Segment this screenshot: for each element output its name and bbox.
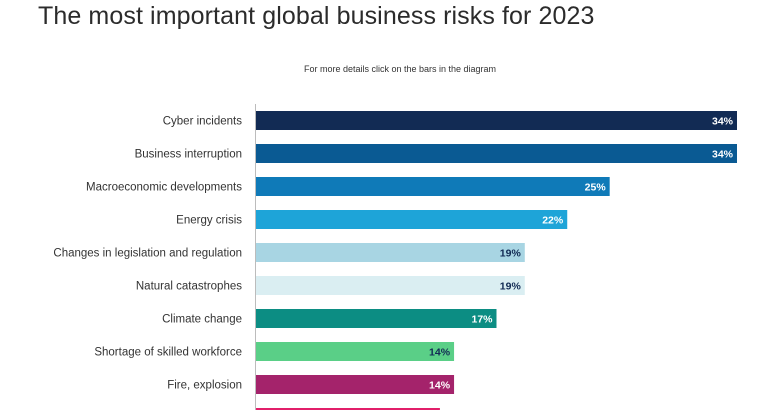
category-label: Macroeconomic developments bbox=[86, 182, 242, 194]
category-label: Cyber incidents bbox=[163, 116, 243, 128]
value-label: 34% bbox=[712, 116, 734, 128]
bar-cyber-incidents[interactable] bbox=[256, 111, 737, 130]
category-label: Changes in legislation and regulation bbox=[53, 248, 242, 260]
value-label: 19% bbox=[500, 281, 522, 293]
bar-shortage-of-skilled-workforce[interactable] bbox=[256, 342, 455, 361]
bar-changes-in-legislation-and-regulation[interactable] bbox=[256, 243, 525, 262]
bar-fire-explosion[interactable] bbox=[256, 375, 455, 394]
value-label: 14% bbox=[429, 380, 451, 392]
value-label: 34% bbox=[712, 149, 734, 161]
category-label: Natural catastrophes bbox=[136, 281, 242, 293]
bar-business-interruption[interactable] bbox=[256, 144, 737, 163]
chart-instruction: For more details click on the bars in th… bbox=[303, 64, 497, 74]
category-label: Business interruption bbox=[135, 149, 242, 161]
value-label: 17% bbox=[471, 314, 493, 326]
value-label: 22% bbox=[542, 215, 564, 227]
value-label: 19% bbox=[500, 248, 522, 260]
bar-climate-change[interactable] bbox=[256, 309, 497, 328]
bar-partial[interactable] bbox=[256, 408, 440, 410]
value-label: 14% bbox=[429, 347, 451, 359]
category-label: Climate change bbox=[162, 314, 242, 326]
category-label: Shortage of skilled workforce bbox=[94, 347, 242, 359]
category-label: Energy crisis bbox=[176, 215, 242, 227]
bar-natural-catastrophes[interactable] bbox=[256, 276, 525, 295]
page-title: The most important global business risks… bbox=[38, 2, 595, 30]
bar-macroeconomic-developments[interactable] bbox=[256, 177, 610, 196]
category-label: Fire, explosion bbox=[167, 380, 242, 392]
bar-energy-crisis[interactable] bbox=[256, 210, 568, 229]
value-label: 25% bbox=[585, 182, 607, 194]
